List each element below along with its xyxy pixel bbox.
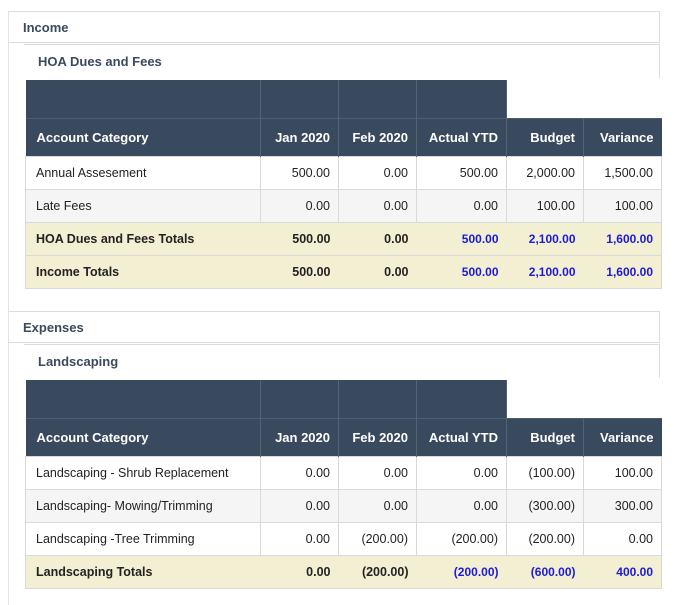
total-value: 500.00 (416, 254, 507, 289)
account-name: Annual Assesement (25, 155, 261, 190)
cell-value: 0.00 (338, 155, 417, 190)
total-value: (600.00) (506, 554, 584, 589)
hoa-subsection-title: HOA Dues and Fees (38, 54, 162, 69)
table-top-band (25, 380, 662, 418)
col-variance[interactable]: Variance (583, 117, 662, 156)
cell-value: 0.00 (260, 455, 339, 490)
income-section-border (8, 43, 9, 311)
total-value: 1,600.00 (583, 254, 662, 289)
landscaping-subsection-header[interactable]: Landscaping (24, 344, 660, 378)
account-name: Late Fees (25, 188, 261, 223)
income-section-title: Income (23, 20, 69, 35)
total-value: 0.00 (338, 221, 417, 256)
landscaping-subsection-title: Landscaping (38, 354, 119, 369)
hoa-subsection-header[interactable]: HOA Dues and Fees (24, 44, 660, 78)
total-value: 500.00 (260, 254, 339, 289)
cell-value: 0.00 (416, 455, 507, 490)
income-table: Account Category Jan 2020 Feb 2020 Actua… (25, 80, 662, 289)
col-actual-ytd[interactable]: Actual YTD (416, 417, 507, 456)
col-budget[interactable]: Budget (506, 417, 584, 456)
total-value: 1,600.00 (583, 221, 662, 256)
income-section-header[interactable]: Income (8, 11, 660, 43)
expenses-section-header[interactable]: Expenses (8, 311, 660, 343)
cell-value: 100.00 (583, 188, 662, 223)
expenses-section-title: Expenses (23, 320, 84, 335)
total-label: Income Totals (25, 254, 261, 289)
col-feb-2020[interactable]: Feb 2020 (338, 117, 417, 156)
cell-value: (200.00) (506, 521, 584, 556)
cell-value: 0.00 (583, 521, 662, 556)
subtotal-row: Landscaping Totals 0.00 (200.00) (200.00… (25, 554, 662, 589)
expenses-section-border (8, 343, 9, 605)
account-name: Landscaping - Shrub Replacement (25, 455, 261, 490)
col-jan-2020[interactable]: Jan 2020 (260, 117, 339, 156)
col-budget[interactable]: Budget (506, 117, 584, 156)
table-header-row: Account Category Jan 2020 Feb 2020 Actua… (25, 417, 662, 456)
table-row[interactable]: Late Fees 0.00 0.00 0.00 100.00 100.00 (25, 188, 662, 223)
cell-value: 0.00 (260, 488, 339, 523)
cell-value: (300.00) (506, 488, 584, 523)
total-value: 2,100.00 (506, 254, 584, 289)
table-header-row: Account Category Jan 2020 Feb 2020 Actua… (25, 117, 662, 156)
col-actual-ytd[interactable]: Actual YTD (416, 117, 507, 156)
table-row[interactable]: Landscaping- Mowing/Trimming 0.00 0.00 0… (25, 488, 662, 523)
cell-value: 0.00 (416, 188, 507, 223)
col-feb-2020[interactable]: Feb 2020 (338, 417, 417, 456)
table-row[interactable]: Landscaping - Shrub Replacement 0.00 0.0… (25, 455, 662, 490)
cell-value: (100.00) (506, 455, 584, 490)
cell-value: 0.00 (416, 488, 507, 523)
col-jan-2020[interactable]: Jan 2020 (260, 417, 339, 456)
cell-value: (200.00) (416, 521, 507, 556)
total-value: (200.00) (416, 554, 507, 589)
cell-value: 0.00 (338, 455, 417, 490)
total-value: (200.00) (338, 554, 417, 589)
total-value: 2,100.00 (506, 221, 584, 256)
subtotal-label: Landscaping Totals (25, 554, 261, 589)
subtotal-row: HOA Dues and Fees Totals 500.00 0.00 500… (25, 221, 662, 256)
total-value: 0.00 (338, 254, 417, 289)
total-value: 0.00 (260, 554, 339, 589)
cell-value: 100.00 (583, 455, 662, 490)
cell-value: 300.00 (583, 488, 662, 523)
total-value: 400.00 (583, 554, 662, 589)
cell-value: (200.00) (338, 521, 417, 556)
col-variance[interactable]: Variance (583, 417, 662, 456)
cell-value: 0.00 (260, 188, 339, 223)
col-account-category[interactable]: Account Category (25, 417, 261, 456)
cell-value: 0.00 (338, 188, 417, 223)
subtotal-label: HOA Dues and Fees Totals (25, 221, 261, 256)
cell-value: 100.00 (506, 188, 584, 223)
table-row[interactable]: Annual Assesement 500.00 0.00 500.00 2,0… (25, 155, 662, 190)
cell-value: 1,500.00 (583, 155, 662, 190)
col-account-category[interactable]: Account Category (25, 117, 261, 156)
account-name: Landscaping- Mowing/Trimming (25, 488, 261, 523)
account-name: Landscaping -Tree Trimming (25, 521, 261, 556)
cell-value: 500.00 (416, 155, 507, 190)
section-total-row: Income Totals 500.00 0.00 500.00 2,100.0… (25, 254, 662, 289)
cell-value: 2,000.00 (506, 155, 584, 190)
table-top-band (25, 80, 662, 118)
cell-value: 500.00 (260, 155, 339, 190)
table-row[interactable]: Landscaping -Tree Trimming 0.00 (200.00)… (25, 521, 662, 556)
cell-value: 0.00 (260, 521, 339, 556)
total-value: 500.00 (416, 221, 507, 256)
cell-value: 0.00 (338, 488, 417, 523)
expenses-table: Account Category Jan 2020 Feb 2020 Actua… (25, 380, 662, 589)
total-value: 500.00 (260, 221, 339, 256)
